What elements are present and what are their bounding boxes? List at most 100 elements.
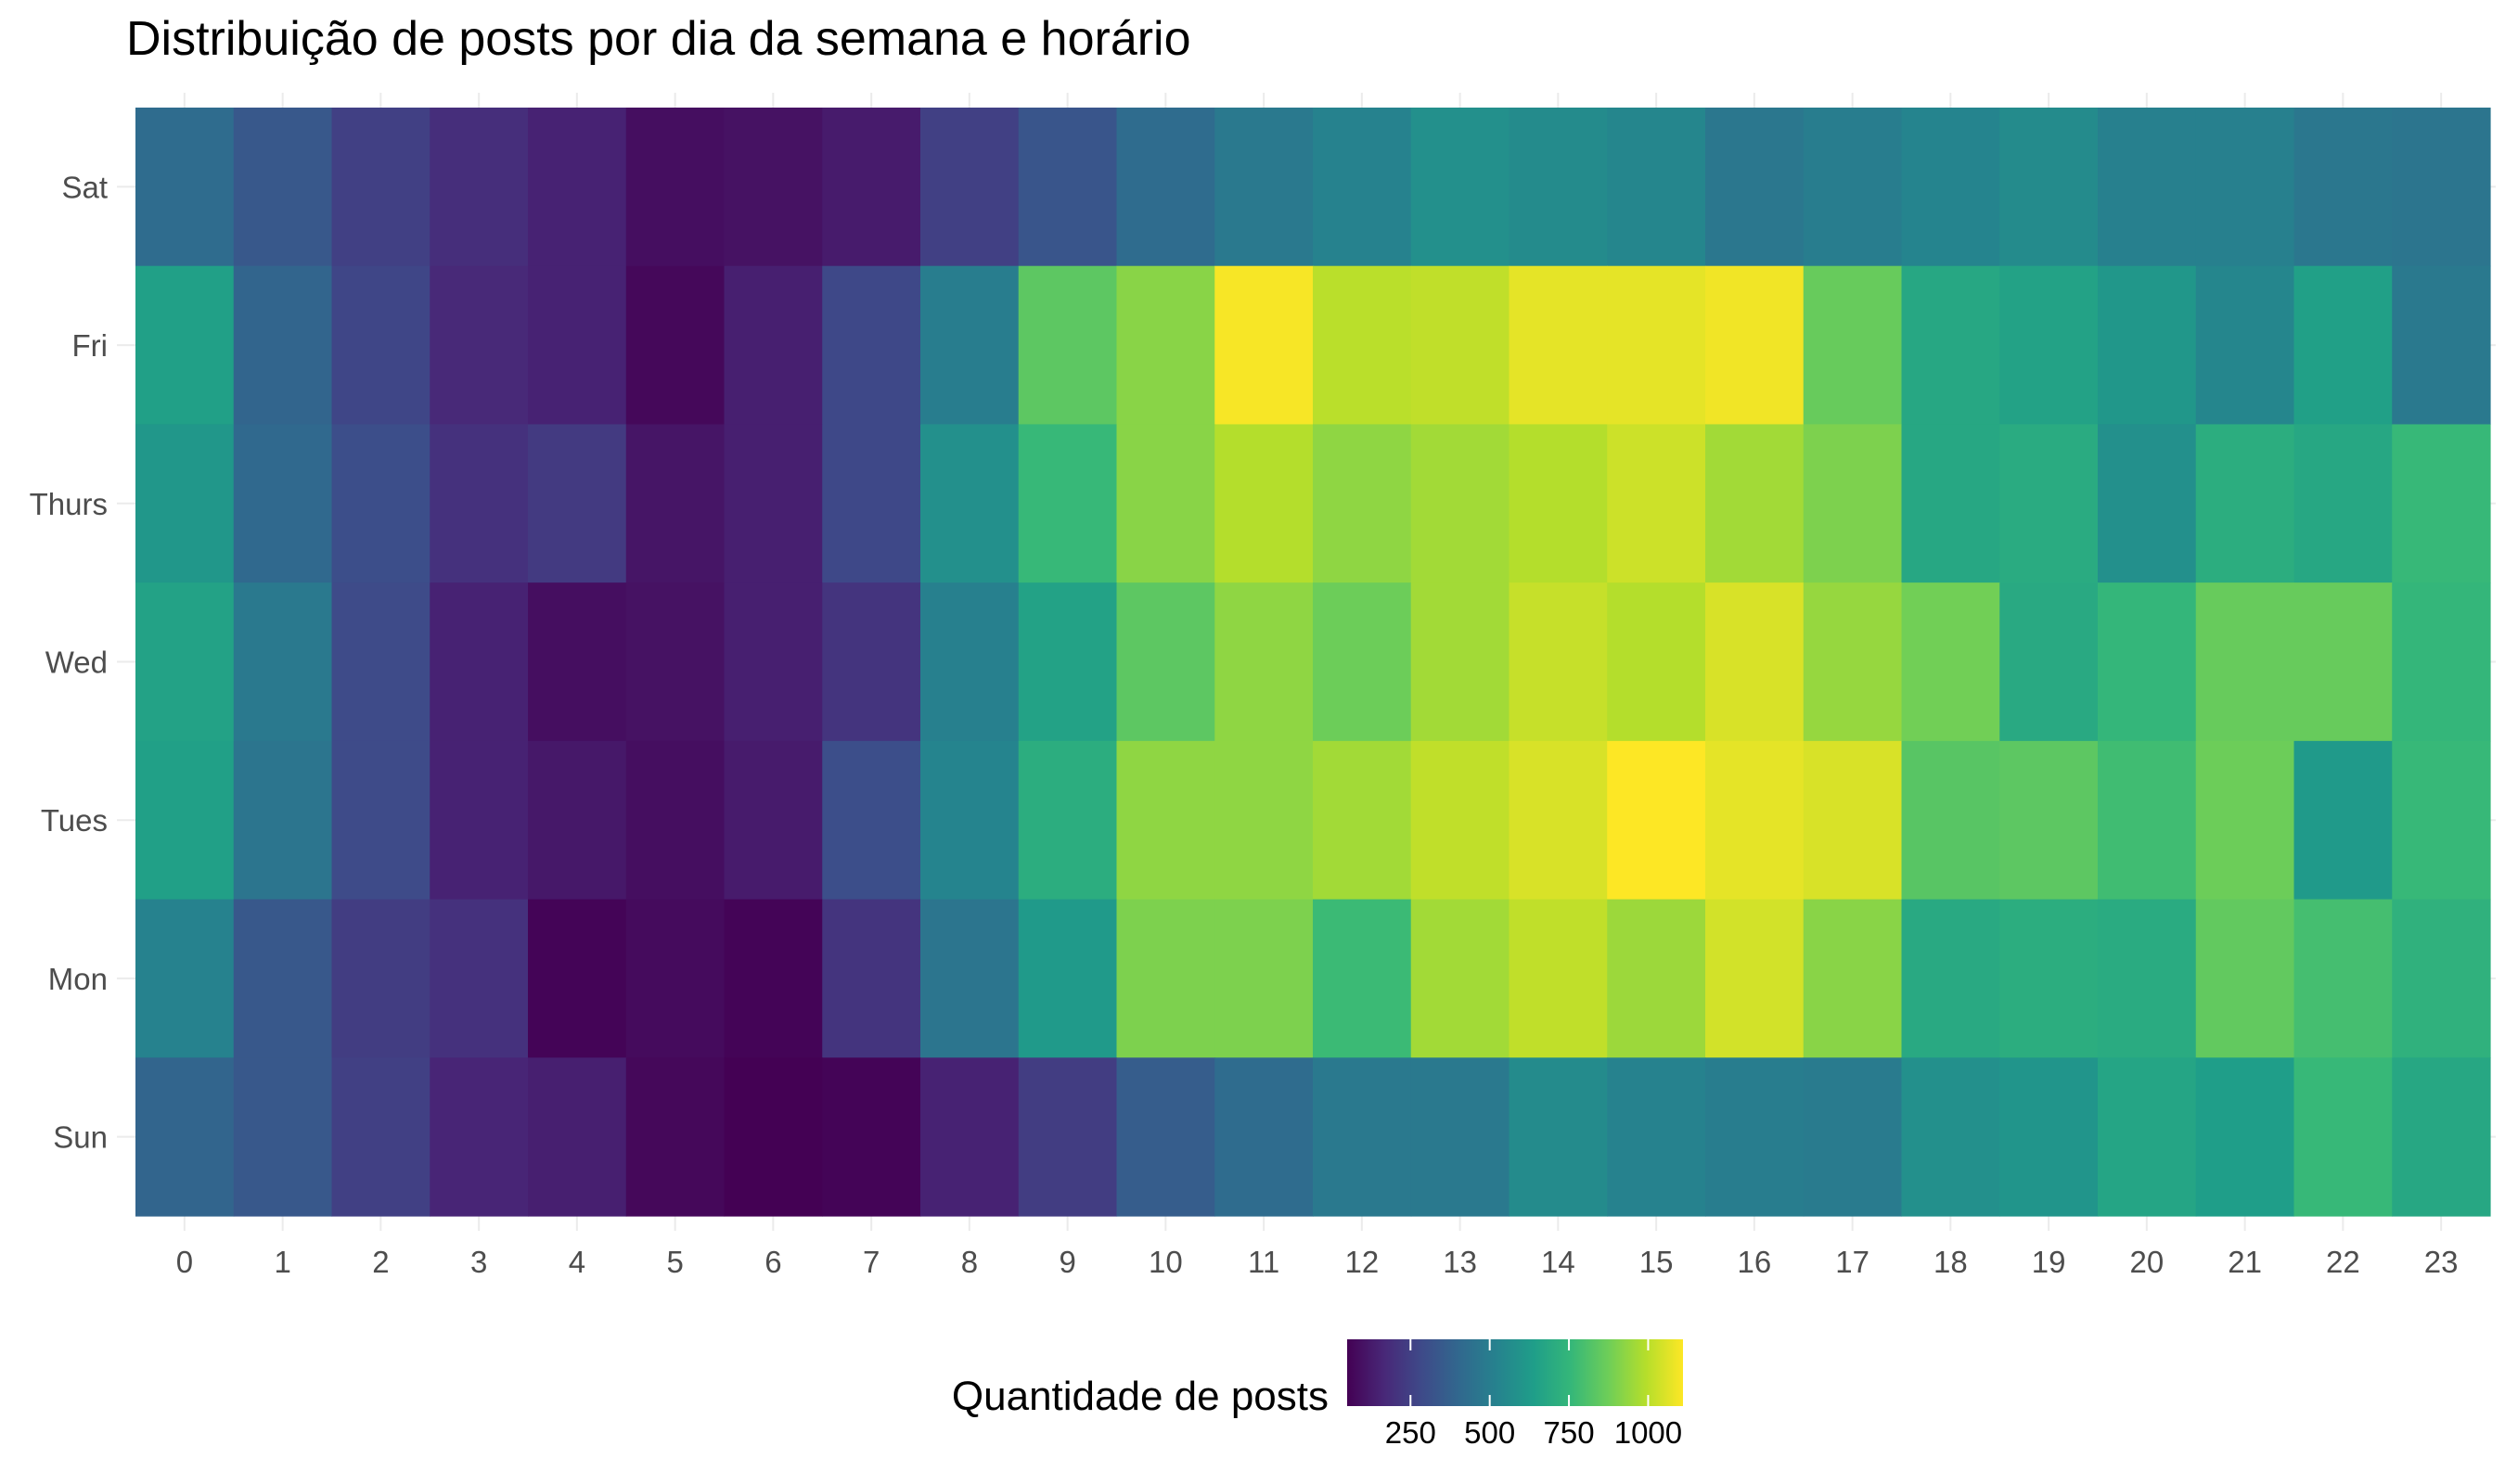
colorbar-tick-label: 750 <box>1544 1415 1595 1450</box>
heatmap-cell <box>920 424 1020 583</box>
heatmap-cell <box>1803 265 1903 426</box>
y-tick-label: Tues <box>41 803 108 838</box>
heatmap-cell <box>724 899 823 1058</box>
heatmap-cell <box>2392 1057 2491 1217</box>
heatmap-cell <box>920 582 1020 742</box>
color-legend: Quantidade de posts 250 500 750 1000 <box>952 1339 1683 1450</box>
heatmap-cell <box>1214 1057 1314 1217</box>
heatmap-cell <box>1999 740 2099 901</box>
heatmap-cell <box>2098 265 2197 426</box>
x-tick-label: 16 <box>1738 1245 1772 1279</box>
heatmap-cell <box>1509 424 1608 583</box>
heatmap-cell <box>331 108 430 267</box>
heatmap-cell <box>822 265 921 426</box>
y-tick-label: Fri <box>72 328 108 363</box>
heatmap-cell <box>1018 265 1118 426</box>
heatmap-cell <box>430 265 529 426</box>
heatmap-cell <box>528 424 627 583</box>
y-tick-label: Thurs <box>30 487 108 521</box>
heatmap-cell <box>1509 108 1608 267</box>
heatmap-cell <box>233 265 333 426</box>
heatmap-cell <box>822 582 921 742</box>
heatmap-cell <box>1018 582 1118 742</box>
heatmap-cell <box>1018 424 1118 583</box>
x-tick-label: 2 <box>372 1245 389 1279</box>
heatmap-cell <box>625 108 726 267</box>
x-tick-label: 13 <box>1443 1245 1477 1279</box>
heatmap-cell <box>528 265 627 426</box>
x-tick-label: 21 <box>2228 1245 2262 1279</box>
x-tick-label: 18 <box>1933 1245 1968 1279</box>
heatmap-cell <box>528 108 627 267</box>
heatmap-cell <box>1116 108 1215 267</box>
heatmap-cell <box>2195 1057 2295 1217</box>
heatmap-cell <box>625 740 726 901</box>
heatmap-cell <box>331 740 430 901</box>
heatmap-cell <box>1410 424 1510 583</box>
heatmap-cell <box>920 108 1020 267</box>
x-tick-label: 19 <box>2032 1245 2066 1279</box>
heatmap-cell <box>135 424 235 583</box>
x-tick-label: 15 <box>1639 1245 1674 1279</box>
heatmap-cell <box>1214 899 1314 1058</box>
heatmap-cell <box>1999 582 2099 742</box>
heatmap-cell <box>822 424 921 583</box>
heatmap-cell <box>1705 1057 1805 1217</box>
heatmap-cell <box>1705 582 1805 742</box>
heatmap-cell <box>1116 899 1215 1058</box>
x-tick-label: 3 <box>470 1245 487 1279</box>
heatmap-cell <box>1410 1057 1510 1217</box>
heatmap-cell <box>1607 899 1706 1058</box>
heatmap-cell <box>1803 424 1903 583</box>
heatmap-cell <box>1116 582 1215 742</box>
heatmap-cell <box>1509 265 1608 426</box>
heatmap-cell <box>2098 582 2197 742</box>
heatmap-cell <box>2195 582 2295 742</box>
heatmap-cell <box>430 740 529 901</box>
colorbar-tick-label: 250 <box>1385 1415 1436 1450</box>
heatmap-cell <box>1901 1057 2000 1217</box>
heatmap-cell <box>135 740 235 901</box>
x-tick-label: 23 <box>2424 1245 2459 1279</box>
heatmap-cell <box>1803 740 1903 901</box>
heatmap-cell <box>1999 108 2099 267</box>
heatmap-cell <box>331 424 430 583</box>
heatmap-cell <box>2392 108 2491 267</box>
colorbar <box>1347 1339 1683 1406</box>
heatmap-cell <box>1607 1057 1706 1217</box>
x-tick-label: 22 <box>2326 1245 2360 1279</box>
heatmap-cell <box>1018 108 1118 267</box>
heatmap-cell <box>1313 108 1412 267</box>
heatmap-cell <box>1313 740 1412 901</box>
heatmap-cell <box>1901 582 2000 742</box>
heatmap-cell <box>331 582 430 742</box>
heatmap-cell <box>1509 582 1608 742</box>
heatmap-cell <box>2293 1057 2393 1217</box>
heatmap-cell <box>920 265 1020 426</box>
x-tick-label: 7 <box>863 1245 880 1279</box>
heatmap-cell <box>528 899 627 1058</box>
heatmap-cell <box>2195 108 2295 267</box>
heatmap-cell <box>1410 108 1510 267</box>
heatmap-cell <box>430 582 529 742</box>
heatmap-cell <box>1313 1057 1412 1217</box>
heatmap-cell <box>1313 899 1412 1058</box>
heatmap-cell <box>2293 899 2393 1058</box>
heatmap-cell <box>1901 740 2000 901</box>
heatmap-cell <box>1410 740 1510 901</box>
heatmap-cell <box>331 265 430 426</box>
y-tick-label: Mon <box>48 962 108 996</box>
heatmap-cell <box>1313 424 1412 583</box>
x-tick-label: 11 <box>1248 1245 1279 1279</box>
heatmap-cell <box>2392 424 2491 583</box>
heatmap-cell <box>135 899 235 1058</box>
x-tick-label: 6 <box>764 1245 781 1279</box>
heatmap-cell <box>1607 740 1706 901</box>
heatmap-cell <box>430 108 529 267</box>
heatmap-cell <box>2293 424 2393 583</box>
heatmap-cell <box>1214 740 1314 901</box>
heatmap-cell <box>1803 582 1903 742</box>
y-tick-label: Wed <box>45 646 108 680</box>
heatmap-cell <box>1116 424 1215 583</box>
heatmap-cell <box>2098 740 2197 901</box>
